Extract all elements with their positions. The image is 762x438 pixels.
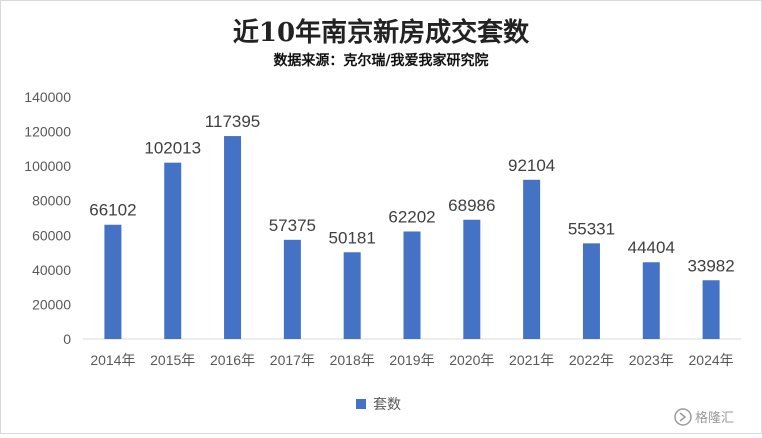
y-tick-label: 120000 (24, 124, 71, 140)
x-tick-label: 2024年 (689, 352, 734, 368)
data-label: 102013 (144, 139, 201, 158)
x-tick-label: 2016年 (210, 352, 255, 368)
y-tick-label: 140000 (24, 89, 71, 105)
x-tick-label: 2020年 (449, 352, 494, 368)
bar (104, 224, 122, 339)
data-label: 55331 (568, 219, 615, 238)
data-label: 57375 (269, 216, 316, 235)
bar (224, 136, 242, 339)
y-tick-label: 20000 (32, 296, 71, 312)
bar (642, 262, 660, 339)
x-tick-label: 2021年 (509, 352, 554, 368)
y-tick-label: 80000 (32, 193, 71, 209)
y-tick-label: 0 (63, 331, 71, 347)
bar (164, 162, 182, 339)
bar (403, 231, 421, 339)
bar (702, 280, 720, 339)
chart-title: 近10年南京新房成交套数 (233, 17, 530, 48)
x-axis: 2014年 2015年 2016年 2017年 2018年 2019年 2020年 2021年… (90, 352, 733, 368)
gelonghui-logo-icon (674, 408, 692, 426)
y-tick-label: 100000 (24, 158, 71, 174)
x-tick-label: 2019年 (389, 352, 434, 368)
data-label: 33982 (687, 256, 734, 275)
x-tick-label: 2015年 (150, 352, 195, 368)
data-label: 62202 (388, 207, 435, 226)
x-tick-label: 2018年 (330, 352, 375, 368)
chart-subtitle: 数据来源：克尔瑞/我爱我家研究院 (273, 52, 488, 69)
bar (582, 243, 600, 339)
data-label: 66102 (89, 201, 136, 220)
x-tick-label: 2023年 (629, 352, 674, 368)
bar (283, 239, 301, 339)
data-label: 44404 (628, 238, 675, 257)
watermark-text: 格隆汇 (695, 410, 734, 425)
data-label: 68986 (448, 196, 495, 215)
y-tick-label: 40000 (32, 262, 71, 278)
data-label: 50181 (329, 228, 376, 247)
y-tick-label: 60000 (32, 227, 71, 243)
legend-swatch (356, 399, 366, 409)
bar (463, 219, 481, 339)
bar (343, 252, 361, 339)
x-tick-label: 2017年 (270, 352, 315, 368)
watermark: 格隆汇 (674, 408, 734, 426)
y-axis: 0 20000 40000 60000 80000 100000 120000 140000 (24, 89, 71, 347)
bar (523, 179, 541, 339)
data-label: 92104 (508, 156, 555, 175)
bars (104, 136, 720, 339)
legend: 套数 (356, 396, 401, 412)
x-tick-label: 2022年 (569, 352, 614, 368)
data-label: 117395 (205, 112, 260, 131)
x-tick-label: 2014年 (90, 352, 135, 368)
legend-label: 套数 (373, 396, 401, 412)
